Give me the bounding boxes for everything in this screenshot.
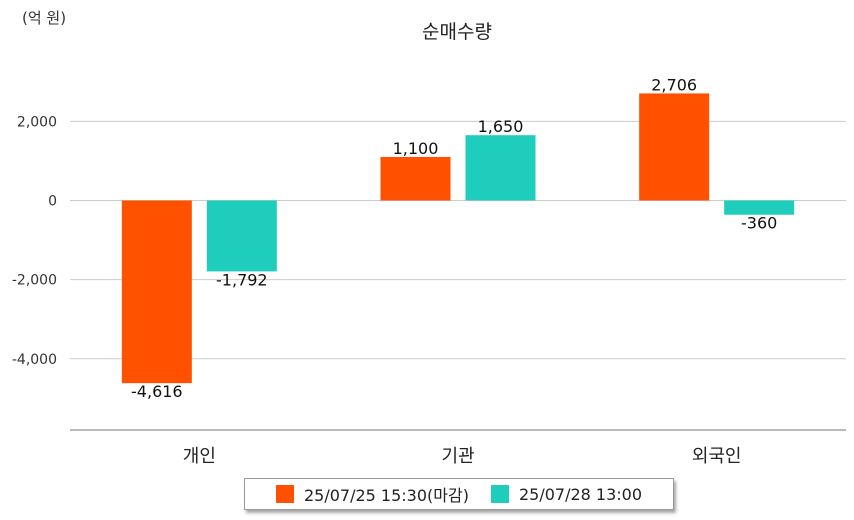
y-tick-label: 2,000	[17, 114, 57, 130]
legend-swatch-series-2	[490, 485, 509, 503]
legend-item-series-1[interactable]: 25/07/25 15:30(마감)	[275, 482, 469, 506]
x-axis: 개인 기관 외국인	[183, 446, 742, 467]
data-labels: -4,616 -1,792 1,100 1,650 2,706 -360	[131, 75, 777, 401]
y-tick-label: -4,000	[12, 352, 57, 368]
data-label: 2,706	[651, 75, 697, 94]
data-label: -4,616	[131, 382, 183, 401]
y-tick-label: 0	[48, 193, 57, 209]
legend: 25/07/25 15:30(마감) 25/07/28 13:00	[244, 478, 674, 510]
legend-label-series-1: 25/07/25 15:30(마감)	[303, 486, 469, 505]
legend-item-series-2[interactable]: 25/07/28 13:00	[490, 484, 643, 504]
y-axis: 2,000 0 -2,000 -4,000	[12, 114, 57, 367]
unit-label: (억 원)	[22, 9, 66, 27]
x-category-label: 개인	[183, 446, 216, 467]
bar-series-1[interactable]	[380, 156, 451, 201]
bar-series-2[interactable]	[206, 200, 277, 272]
data-label: 1,650	[478, 117, 524, 136]
legend-swatch-series-1	[275, 485, 294, 503]
bar-series-2[interactable]	[465, 135, 536, 201]
bars	[121, 93, 795, 384]
x-category-label: 기관	[441, 446, 474, 467]
y-tick-label: -2,000	[12, 273, 57, 289]
gridlines	[70, 120, 846, 360]
chart-title: 순매수량	[422, 21, 492, 43]
legend-label-series-2: 25/07/28 13:00	[518, 484, 643, 504]
bar-series-1[interactable]	[121, 200, 192, 384]
bar-series-1[interactable]	[639, 93, 710, 201]
data-label: -360	[741, 214, 777, 233]
data-label: -1,792	[216, 270, 268, 289]
data-label: 1,100	[393, 139, 439, 158]
bar-series-2[interactable]	[724, 200, 795, 215]
x-category-label: 외국인	[692, 446, 742, 467]
